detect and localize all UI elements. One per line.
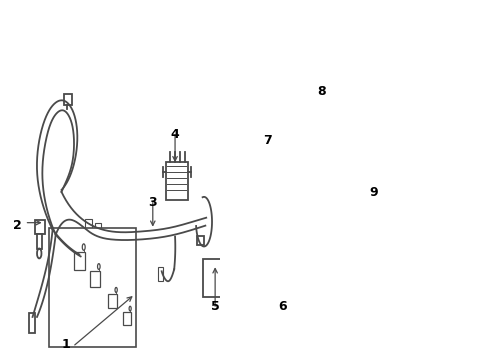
FancyBboxPatch shape	[316, 121, 327, 158]
FancyBboxPatch shape	[197, 235, 203, 246]
FancyBboxPatch shape	[37, 234, 42, 249]
FancyBboxPatch shape	[273, 255, 292, 302]
FancyBboxPatch shape	[90, 271, 100, 287]
Text: 2: 2	[13, 219, 22, 232]
Text: 5: 5	[211, 300, 220, 313]
FancyBboxPatch shape	[203, 260, 227, 297]
FancyBboxPatch shape	[158, 267, 163, 281]
FancyBboxPatch shape	[227, 267, 232, 285]
Text: 6: 6	[278, 300, 287, 313]
FancyBboxPatch shape	[49, 228, 136, 347]
Text: 4: 4	[171, 129, 179, 141]
Text: 8: 8	[317, 85, 325, 98]
FancyBboxPatch shape	[108, 294, 117, 308]
Text: 1: 1	[61, 338, 70, 351]
FancyBboxPatch shape	[85, 219, 92, 229]
FancyBboxPatch shape	[123, 312, 131, 325]
FancyBboxPatch shape	[284, 178, 288, 202]
FancyBboxPatch shape	[29, 313, 35, 333]
FancyBboxPatch shape	[317, 123, 325, 142]
Text: 7: 7	[263, 134, 272, 147]
FancyBboxPatch shape	[95, 223, 101, 231]
FancyBboxPatch shape	[64, 94, 72, 105]
FancyBboxPatch shape	[275, 258, 291, 298]
FancyBboxPatch shape	[35, 220, 45, 234]
Text: 3: 3	[148, 196, 157, 209]
Text: 9: 9	[369, 186, 378, 199]
FancyBboxPatch shape	[74, 252, 85, 270]
FancyBboxPatch shape	[166, 162, 188, 200]
